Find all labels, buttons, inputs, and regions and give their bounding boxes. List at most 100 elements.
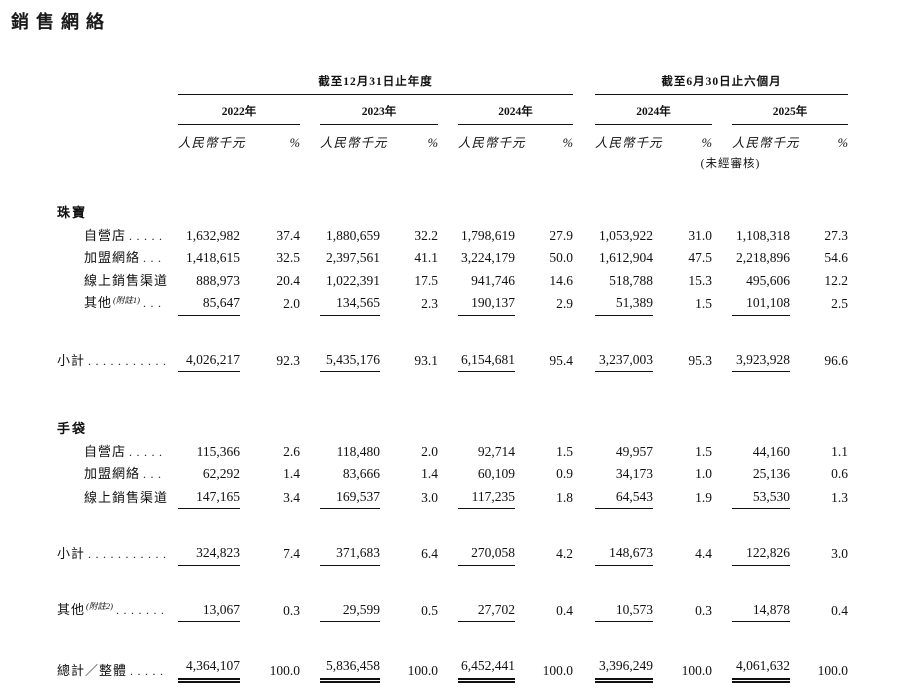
table-header-unaudited-row: (未經審核): [57, 151, 853, 171]
table-row-item: 線上銷售渠道..................................…: [57, 486, 853, 510]
row-label: 小計: [57, 546, 86, 561]
unit-header-pct: %: [701, 136, 712, 150]
pct-value: 0.3: [695, 602, 712, 618]
money-value: 10,573: [595, 599, 653, 622]
pct-value: 27.3: [824, 227, 848, 243]
unit-header-pct: %: [562, 136, 573, 150]
row-label: 加盟網絡: [84, 466, 141, 481]
row-label: 手袋: [57, 421, 88, 436]
column-group-six-months: 截至6月30日止六個月: [595, 73, 848, 95]
pct-value: 0.3: [283, 602, 300, 618]
table-row-item: 加盟網絡....................................…: [57, 247, 853, 270]
row-label-cell: 小計......................................: [57, 350, 178, 373]
pct-value: 15.3: [688, 272, 712, 288]
row-label: 珠寶: [57, 205, 88, 220]
money-value: 27,702: [458, 599, 515, 622]
pct-value: 50.0: [549, 250, 573, 265]
unit-header-rmb: 人民幣千元: [320, 136, 388, 150]
unit-header-rmb: 人民幣千元: [458, 136, 526, 150]
money-value: 44,160: [752, 443, 790, 459]
pct-value: 1.8: [556, 489, 573, 505]
pct-value: 17.5: [414, 272, 438, 288]
money-value: 5,435,176: [320, 349, 380, 372]
pct-value: 3.0: [421, 489, 438, 505]
money-value: 2,218,896: [736, 250, 790, 265]
pct-value: 0.4: [831, 602, 848, 618]
pct-value: 2.9: [556, 296, 573, 311]
dot-leader: ......................................: [168, 487, 171, 510]
row-label-cell: 線上銷售渠道..................................…: [57, 270, 178, 293]
pct-value: 6.4: [421, 546, 438, 561]
money-value: 190,137: [458, 292, 515, 316]
pct-value: 1.9: [695, 489, 712, 505]
row-label-cell: 其他(附註1).................................…: [57, 292, 178, 316]
pct-value: 4.4: [695, 546, 712, 561]
page-title: 銷售網絡: [11, 12, 111, 32]
dot-leader: ......................................: [129, 444, 166, 459]
row-label: 加盟網絡: [84, 250, 141, 265]
money-value: 6,452,441: [458, 655, 515, 683]
money-value: 3,923,928: [732, 349, 790, 372]
pct-value: 14.6: [549, 272, 573, 288]
row-label: 自營店: [84, 443, 127, 459]
table-row-section: 珠寶: [57, 202, 853, 225]
row-label: 自營店: [84, 227, 127, 243]
pct-value: 2.0: [283, 296, 300, 311]
pct-value: 1.5: [695, 443, 712, 459]
pct-value: 0.9: [556, 466, 573, 481]
footnote-ref: (附註2): [86, 601, 113, 611]
pct-value: 100.0: [542, 663, 573, 678]
money-value: 5,836,458: [320, 655, 380, 683]
table-row-item: 加盟網絡....................................…: [57, 463, 853, 486]
dot-leader: ......................................: [88, 547, 166, 561]
money-value: 1,880,659: [326, 227, 380, 243]
money-value: 1,632,982: [186, 227, 240, 243]
pct-value: 0.4: [556, 602, 573, 618]
money-value: 518,788: [609, 272, 653, 288]
money-value: 117,235: [458, 486, 515, 509]
row-label: 其他: [84, 295, 113, 310]
money-value: 324,823: [178, 542, 240, 566]
money-value: 147,165: [178, 486, 240, 509]
money-value: 941,746: [471, 272, 515, 288]
money-value: 3,237,003: [595, 349, 653, 372]
row-label-cell: 珠寶: [57, 202, 178, 225]
dot-leader: ......................................: [129, 228, 166, 243]
unit-header-rmb: 人民幣千元: [178, 136, 246, 150]
table-header-units: 人民幣千元 % 人民幣千元 % 人民幣千元 % 人民幣千元 % 人民幣千元 %: [57, 125, 853, 151]
table-row-subtotal: 小計......................................…: [57, 349, 853, 373]
pct-value: 31.0: [688, 227, 712, 243]
pct-value: 95.3: [688, 352, 712, 368]
pct-value: 100.0: [407, 663, 438, 678]
row-label: 其他: [57, 601, 86, 617]
money-value: 2,397,561: [326, 250, 380, 265]
pct-value: 12.2: [824, 272, 848, 288]
pct-value: 7.4: [283, 546, 300, 561]
column-group-annual: 截至12月31日止年度: [178, 73, 573, 95]
money-value: 1,108,318: [736, 227, 790, 243]
money-value: 888,973: [196, 272, 240, 288]
money-value: 148,673: [595, 542, 653, 566]
pct-value: 1.1: [831, 443, 848, 459]
table-row-subtotal: 小計......................................…: [57, 542, 853, 566]
pct-value: 95.4: [549, 352, 573, 368]
money-value: 60,109: [477, 466, 515, 481]
footnote-ref: (附註1): [113, 294, 140, 305]
unit-header-pct: %: [289, 136, 300, 150]
money-value: 134,565: [320, 292, 380, 316]
year-header-2022: 2022年: [178, 103, 300, 125]
money-value: 4,026,217: [178, 349, 240, 372]
money-value: 92,714: [477, 443, 515, 459]
row-label-cell: 加盟網絡....................................…: [57, 463, 178, 486]
year-header-2025-interim: 2025年: [732, 103, 848, 125]
row-label-cell: 自營店.....................................…: [57, 441, 178, 464]
pct-value: 1.4: [283, 466, 300, 481]
money-value: 14,878: [732, 599, 790, 622]
pct-value: 47.5: [688, 250, 712, 265]
money-value: 62,292: [202, 466, 240, 481]
pct-value: 0.5: [421, 602, 438, 618]
pct-value: 100.0: [817, 663, 848, 678]
row-label-cell: 手袋: [57, 418, 178, 441]
pct-value: 27.9: [549, 227, 573, 243]
money-value: 101,108: [732, 292, 790, 316]
